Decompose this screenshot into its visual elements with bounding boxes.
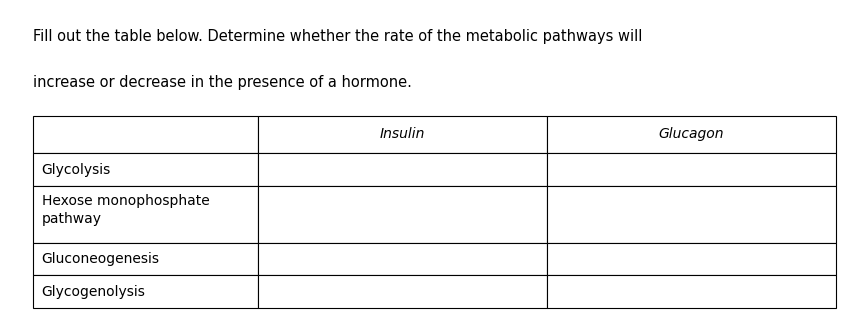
Text: pathway: pathway <box>42 212 101 226</box>
Bar <box>546 153 836 186</box>
Bar <box>33 153 258 186</box>
Text: Glucagon: Glucagon <box>658 127 724 141</box>
Bar <box>546 243 836 275</box>
Bar <box>258 186 546 243</box>
Text: Insulin: Insulin <box>379 127 425 141</box>
Bar <box>258 243 546 275</box>
Bar <box>33 186 258 243</box>
Bar <box>546 186 836 243</box>
Bar <box>546 275 836 308</box>
Text: increase or decrease in the presence of a hormone.: increase or decrease in the presence of … <box>33 75 412 90</box>
Text: Fill out the table below. Determine whether the rate of the metabolic pathways w: Fill out the table below. Determine whet… <box>33 29 643 44</box>
Text: Hexose monophosphate: Hexose monophosphate <box>42 194 210 208</box>
Bar <box>258 153 546 186</box>
Bar <box>33 275 258 308</box>
Bar <box>258 275 546 308</box>
Text: Gluconeogenesis: Gluconeogenesis <box>42 252 159 266</box>
Text: Glycolysis: Glycolysis <box>42 163 111 176</box>
Bar <box>546 116 836 153</box>
Bar <box>258 116 546 153</box>
Bar <box>33 116 258 153</box>
Bar <box>33 243 258 275</box>
Text: Glycogenolysis: Glycogenolysis <box>42 285 145 299</box>
